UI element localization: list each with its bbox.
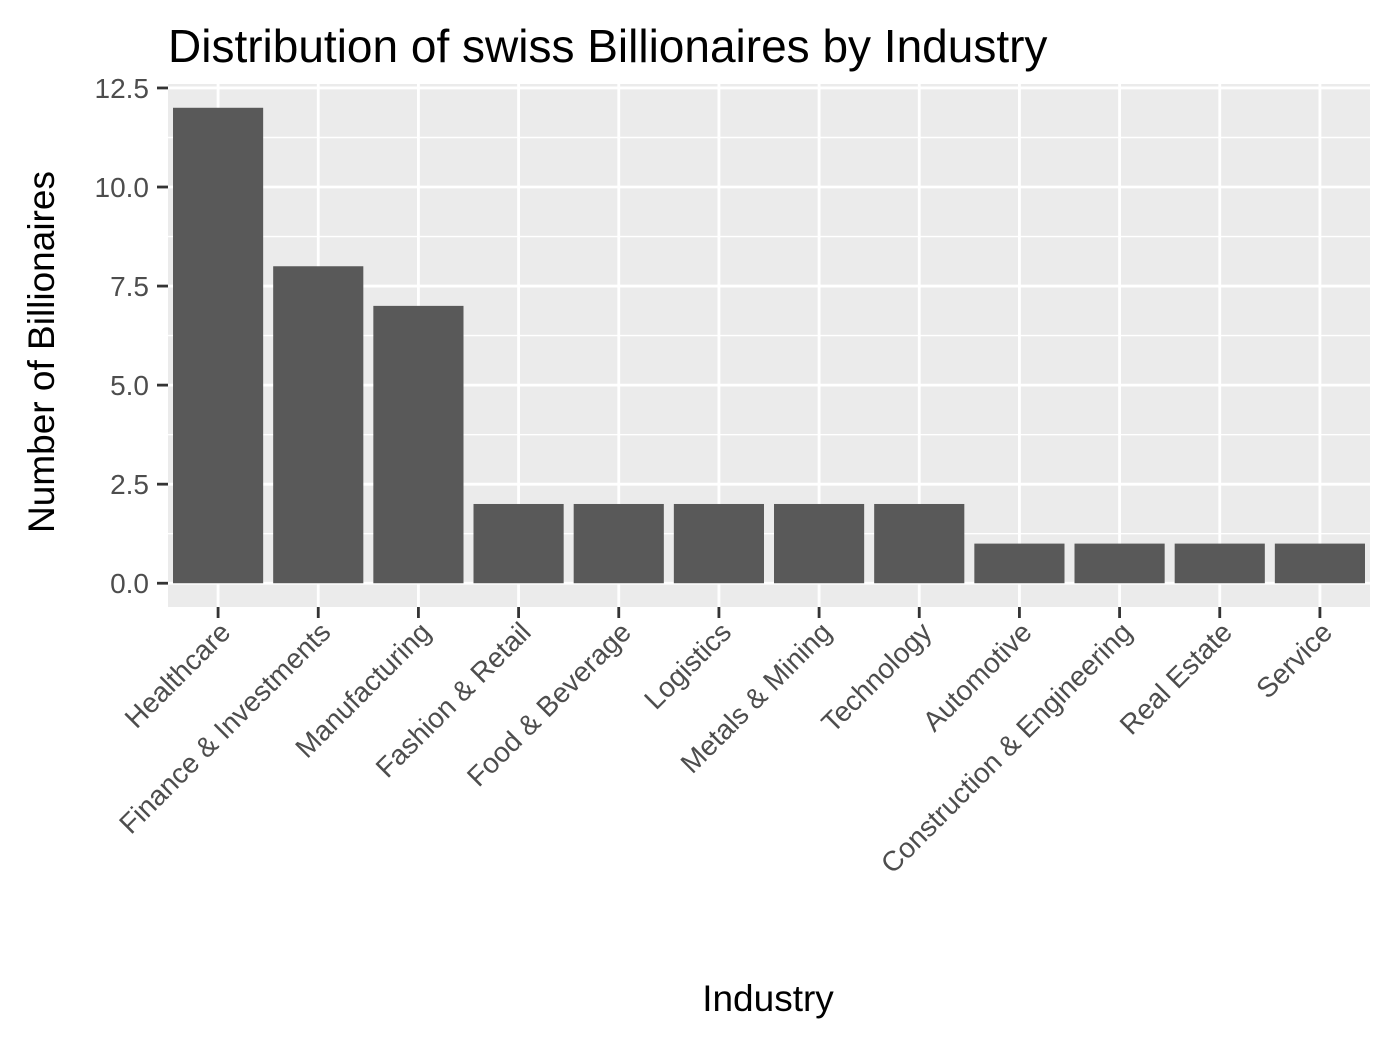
minor-gridlines	[168, 136, 1370, 535]
bar	[1274, 543, 1365, 584]
bar	[874, 503, 965, 584]
bar	[273, 266, 364, 584]
y-tick-label: 7.5	[110, 271, 149, 302]
bar	[1074, 543, 1165, 584]
bar	[673, 503, 764, 584]
y-tick-label: 0.0	[110, 568, 149, 599]
bar	[974, 543, 1065, 584]
bars	[173, 107, 1365, 584]
y-tick-label: 10.0	[95, 172, 150, 203]
chart-title: Distribution of swiss Billionaires by In…	[168, 20, 1047, 72]
bar	[774, 503, 865, 584]
y-tick-label: 12.5	[95, 73, 150, 104]
y-tick-label: 5.0	[110, 370, 149, 401]
x-tick-label: Logistics	[638, 616, 737, 715]
x-tick-label: Service	[1250, 616, 1338, 704]
bar	[1174, 543, 1265, 584]
x-axis-title: Industry	[702, 978, 834, 1019]
bar	[573, 503, 664, 584]
bar	[173, 107, 264, 584]
y-axis-title: Number of Billionaires	[21, 171, 62, 533]
plot-panel	[168, 84, 1370, 607]
y-axis: 0.0 2.5 5.0 7.5 10.0 12.5	[95, 73, 168, 599]
major-gridlines	[168, 84, 1370, 607]
x-tick-label: Technology	[815, 616, 937, 738]
bar	[373, 305, 464, 584]
bar	[473, 503, 564, 584]
y-tick-label: 2.5	[110, 469, 149, 500]
